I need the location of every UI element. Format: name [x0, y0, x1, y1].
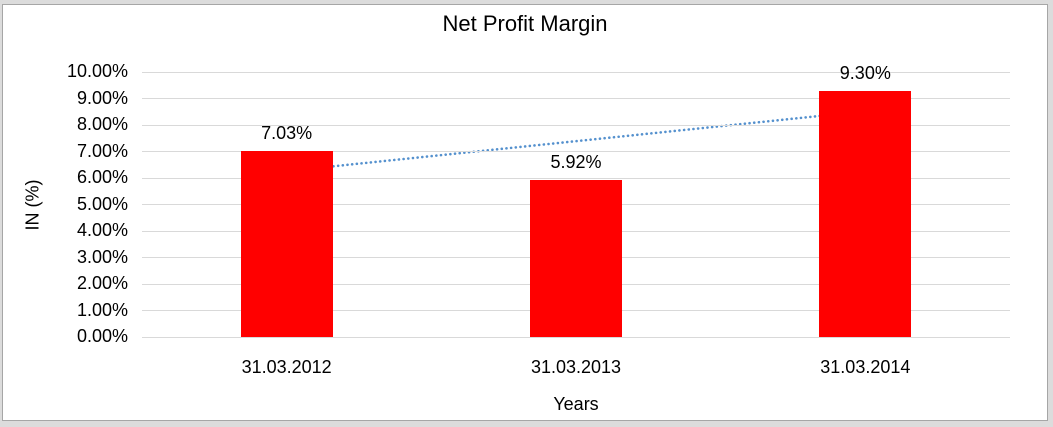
x-tick-label: 31.03.2013	[530, 357, 622, 377]
y-tick-label: 9.00%	[76, 87, 128, 108]
y-tick-label: 7.00%	[76, 140, 128, 161]
gridline	[142, 124, 1010, 126]
y-tick-label: 8.00%	[76, 114, 128, 134]
bar-31.03.2012	[240, 150, 333, 337]
y-tick-label: 3.00%	[76, 246, 128, 267]
gridline	[142, 177, 1010, 179]
gridline	[142, 151, 1010, 152]
y-tick-label: 1.00%	[76, 299, 128, 320]
bar-value-label: 5.92%	[550, 152, 602, 173]
chart-title: Net Profit Margin	[442, 11, 608, 36]
y-tick-label: 4.00%	[76, 220, 128, 240]
y-tick-label: 0.00%	[76, 326, 128, 346]
y-tick-label: 6.00%	[76, 167, 128, 187]
y-tick-label: 2.00%	[76, 273, 128, 293]
x-axis-title: Years	[553, 394, 599, 414]
gridline	[142, 336, 1010, 338]
chart-frame: Net Profit Margin IN (%) Years 0.00% 1.00…	[2, 4, 1048, 421]
bar-31.03.2014	[819, 90, 912, 337]
bar-value-label: 7.03%	[261, 122, 313, 143]
x-tick-label: 31.03.2014	[820, 357, 911, 377]
x-tick-label: 31.03.2012	[241, 357, 332, 377]
y-tick-label: 5.00%	[76, 193, 128, 214]
bar-value-label: 9.30%	[839, 62, 891, 83]
gridline	[142, 71, 1010, 73]
y-tick-label: 10.00%	[66, 61, 128, 81]
bar-31.03.2013	[530, 180, 622, 337]
gridline	[142, 98, 1010, 99]
